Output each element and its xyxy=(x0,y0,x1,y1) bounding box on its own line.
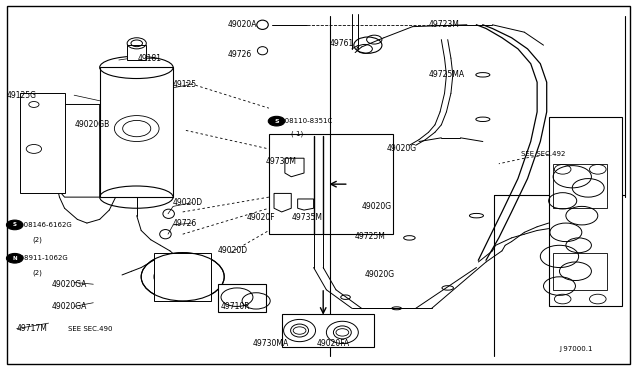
Text: (2): (2) xyxy=(33,237,42,243)
Bar xyxy=(269,134,394,234)
Text: SEE SEC.492: SEE SEC.492 xyxy=(521,151,566,157)
Bar xyxy=(218,284,266,312)
Text: S: S xyxy=(13,222,17,227)
Text: 49125G: 49125G xyxy=(7,91,37,100)
Bar xyxy=(100,67,173,197)
Text: 49020D: 49020D xyxy=(173,198,204,207)
Text: 49020GA: 49020GA xyxy=(52,280,87,289)
Text: 49730M: 49730M xyxy=(266,157,297,166)
Text: 49020GB: 49020GB xyxy=(74,121,109,129)
Text: 49020A: 49020A xyxy=(227,20,257,29)
Text: 49710R: 49710R xyxy=(221,302,251,311)
Circle shape xyxy=(268,116,285,126)
Bar xyxy=(154,253,211,301)
Text: SEE SEC.490: SEE SEC.490 xyxy=(68,326,112,332)
Text: 49020G: 49020G xyxy=(362,202,392,211)
Polygon shape xyxy=(298,199,314,210)
Text: 49020F: 49020F xyxy=(246,213,275,222)
Text: 49726: 49726 xyxy=(227,50,252,59)
Text: 49020GA: 49020GA xyxy=(52,302,87,311)
Text: 49020FA: 49020FA xyxy=(317,339,350,348)
Polygon shape xyxy=(55,105,100,197)
Text: S: S xyxy=(275,119,279,124)
Polygon shape xyxy=(285,158,304,177)
Text: S 08110-8351C: S 08110-8351C xyxy=(278,118,333,124)
Bar xyxy=(20,93,65,193)
Bar xyxy=(127,45,147,60)
Text: S 08146-6162G: S 08146-6162G xyxy=(17,222,72,228)
Circle shape xyxy=(6,253,23,263)
Text: 49181: 49181 xyxy=(138,54,162,62)
Bar xyxy=(548,118,622,307)
Text: N: N xyxy=(12,256,17,261)
Text: 49020G: 49020G xyxy=(387,144,417,153)
Text: 49020G: 49020G xyxy=(365,270,395,279)
Text: 49761: 49761 xyxy=(330,39,354,48)
Polygon shape xyxy=(274,193,291,212)
Text: J 97000.1: J 97000.1 xyxy=(559,346,593,352)
Circle shape xyxy=(6,220,23,230)
Text: 49730MA: 49730MA xyxy=(253,339,289,348)
Text: 49717M: 49717M xyxy=(17,324,47,333)
Bar xyxy=(282,314,374,347)
Text: 49125: 49125 xyxy=(173,80,197,89)
Text: ( 1): ( 1) xyxy=(291,131,303,137)
Text: 49735M: 49735M xyxy=(291,213,323,222)
Bar xyxy=(553,164,607,208)
Text: 49725MA: 49725MA xyxy=(429,70,465,79)
Text: N 08911-1062G: N 08911-1062G xyxy=(12,255,68,261)
Text: 49726: 49726 xyxy=(173,219,197,228)
Bar xyxy=(553,253,607,290)
Text: 49020D: 49020D xyxy=(218,246,248,255)
Text: (2): (2) xyxy=(33,270,42,276)
Text: 49723M: 49723M xyxy=(429,20,460,29)
Text: 49725M: 49725M xyxy=(355,231,386,241)
